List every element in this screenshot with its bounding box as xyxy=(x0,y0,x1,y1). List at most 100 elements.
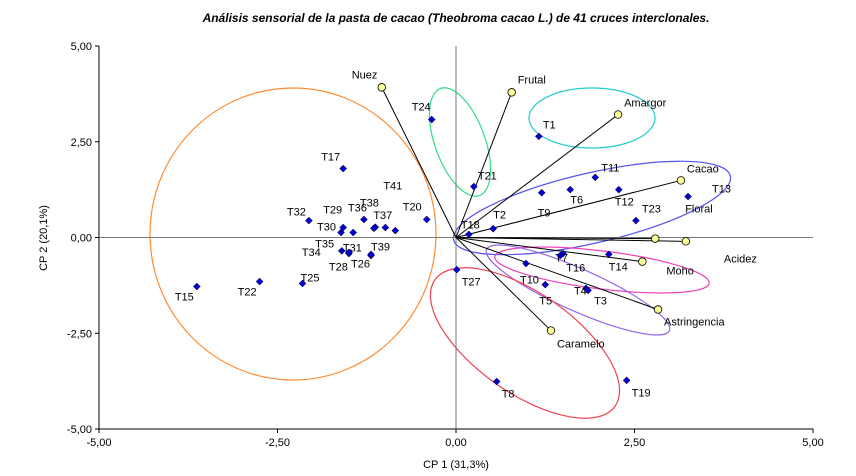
variable-point-amargor xyxy=(613,110,623,119)
x-axis-label: CP 1 (31,3%) xyxy=(423,459,489,471)
treatment-label: T21 xyxy=(478,171,497,183)
treatment-point-t21 xyxy=(469,182,478,191)
variable-point-cacao xyxy=(676,176,686,185)
y-tick-label: 5,00 xyxy=(71,41,92,53)
y-tick-label: -2,50 xyxy=(67,328,92,340)
treatment-point-t14 xyxy=(604,250,613,259)
treatment-label: T20 xyxy=(403,201,422,213)
x-tick-label: 0,00 xyxy=(445,437,466,449)
points: Nuez Frutal Amargor Cacao Floral Acidez Moho As… xyxy=(175,69,757,400)
treatment-label: T36 xyxy=(348,202,367,214)
vector-amargor xyxy=(455,114,619,238)
variable-label: Astringencia xyxy=(664,317,725,329)
treatment-point-t25 xyxy=(298,279,307,288)
treatment-point-t5 xyxy=(541,280,550,289)
treatment-label: T3 xyxy=(594,295,607,307)
treatment-point-t1 xyxy=(534,132,543,141)
treatment-label: T19 xyxy=(632,387,651,399)
treatment-label: T31 xyxy=(343,242,362,254)
treatment-point-t_extra xyxy=(391,226,400,235)
variable-label: Amargor xyxy=(624,98,667,110)
treatment-point-t2 xyxy=(489,224,497,233)
treatment-point-t34 xyxy=(337,247,346,255)
treatment-label: T10 xyxy=(520,275,539,287)
group-ellipses xyxy=(149,87,732,419)
treatment-label: T17 xyxy=(321,152,340,164)
treatment-label: T5 xyxy=(539,296,552,308)
treatment-point-t13 xyxy=(684,192,692,201)
variable-point-moho xyxy=(638,257,647,266)
y-tick-label: -5,00 xyxy=(67,424,92,436)
treatment-label: T1 xyxy=(543,119,556,131)
treatment-point-t22 xyxy=(255,277,264,286)
treatment-point-t12 xyxy=(614,185,623,194)
variable-label: Caramelo xyxy=(557,339,605,351)
treatment-label: T34 xyxy=(302,247,321,259)
treatment-label: T6 xyxy=(570,195,583,207)
ellipse-cyan xyxy=(528,87,656,149)
vector-nuez xyxy=(381,87,457,238)
treatment-point-t8 xyxy=(492,377,501,386)
treatment-label: T18 xyxy=(461,219,480,231)
treatment-label: T11 xyxy=(601,162,619,174)
treatment-label: T13 xyxy=(712,184,731,196)
treatment-point-t32 xyxy=(305,216,313,225)
ellipse-blue xyxy=(452,160,732,256)
variable-label: Floral xyxy=(685,204,713,216)
variable-vectors xyxy=(381,87,686,331)
treatment-label: T30 xyxy=(317,222,336,234)
treatment-label: T37 xyxy=(373,210,392,222)
vector-moho xyxy=(455,237,643,263)
chart-title: Análisis sensorial de la pasta de cacao … xyxy=(202,11,710,25)
treatment-label: T2 xyxy=(493,210,506,222)
variable-label: Cacao xyxy=(687,163,719,175)
treatment-label: T29 xyxy=(323,205,342,217)
vector-acidez xyxy=(455,237,686,242)
variable-label: Nuez xyxy=(352,69,378,81)
treatment-point-t4 xyxy=(582,284,590,293)
treatment-label: T35 xyxy=(315,239,334,251)
y-tick-label: 2,50 xyxy=(71,137,92,149)
variable-point-frutal xyxy=(507,88,516,97)
ellipse-purple xyxy=(485,244,671,336)
treatment-point-t38 xyxy=(370,224,378,233)
treatment-label: T22 xyxy=(238,287,257,299)
y-tick-label: 0,00 xyxy=(71,233,92,245)
treatment-label: T25 xyxy=(300,272,319,284)
treatment-label: T26 xyxy=(351,259,370,271)
treatment-label: T27 xyxy=(462,277,481,289)
treatment-point-t23 xyxy=(632,216,640,225)
treatment-label: T28 xyxy=(329,262,348,274)
treatment-point-t41 xyxy=(381,223,390,232)
x-tick-label: -5,00 xyxy=(86,437,111,449)
variable-point-astringencia xyxy=(653,305,663,314)
variable-point-acidez xyxy=(681,237,691,246)
treatment-label: T12 xyxy=(615,197,634,209)
treatment-label: T24 xyxy=(412,102,431,114)
treatment-point-t36 xyxy=(360,215,368,224)
treatment-label: T23 xyxy=(642,204,661,216)
treatment-point-t24 xyxy=(427,115,436,124)
vector-frutal xyxy=(455,92,513,238)
treatment-label: T15 xyxy=(175,292,194,304)
treatment-point-t19 xyxy=(622,376,631,385)
variable-label: Acidez xyxy=(724,253,757,265)
variable-point-nuez xyxy=(377,83,386,92)
treatment-label: T14 xyxy=(609,261,628,273)
axes: -5,00 -2,50 0,00 2,50 5,00 -5,00 -2,50 0,00 2,50… xyxy=(67,41,824,449)
treatment-point-t9 xyxy=(537,188,546,197)
treatment-point-t27 xyxy=(452,265,461,274)
treatment-point-t17 xyxy=(339,164,348,173)
treatment-label: T16 xyxy=(566,263,585,275)
treatment-point-t11 xyxy=(591,173,600,182)
vector-astringencia xyxy=(455,237,659,310)
treatment-label: T4 xyxy=(574,285,587,297)
y-axis-label: CP 2 (20,1%) xyxy=(38,205,50,271)
treatment-label: T38 xyxy=(360,197,379,209)
x-tick-label: 2,50 xyxy=(624,437,645,449)
treatment-label: T41 xyxy=(383,181,402,193)
vector-caramelo xyxy=(455,237,552,331)
treatment-label: T8 xyxy=(502,389,515,401)
ellipse-green xyxy=(428,87,492,197)
